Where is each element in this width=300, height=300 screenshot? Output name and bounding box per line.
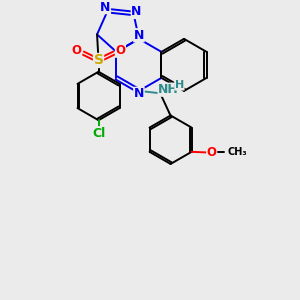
Text: N: N [100, 1, 110, 13]
Text: N: N [134, 87, 144, 101]
Text: N: N [131, 5, 142, 18]
Text: O: O [207, 146, 217, 159]
Text: NH: NH [158, 83, 179, 96]
Text: O: O [116, 44, 125, 57]
Text: S: S [94, 53, 103, 68]
Text: Cl: Cl [92, 127, 105, 140]
Text: H: H [175, 80, 184, 90]
Text: N: N [134, 29, 144, 42]
Text: CH₃: CH₃ [227, 147, 247, 158]
Text: O: O [72, 44, 82, 57]
